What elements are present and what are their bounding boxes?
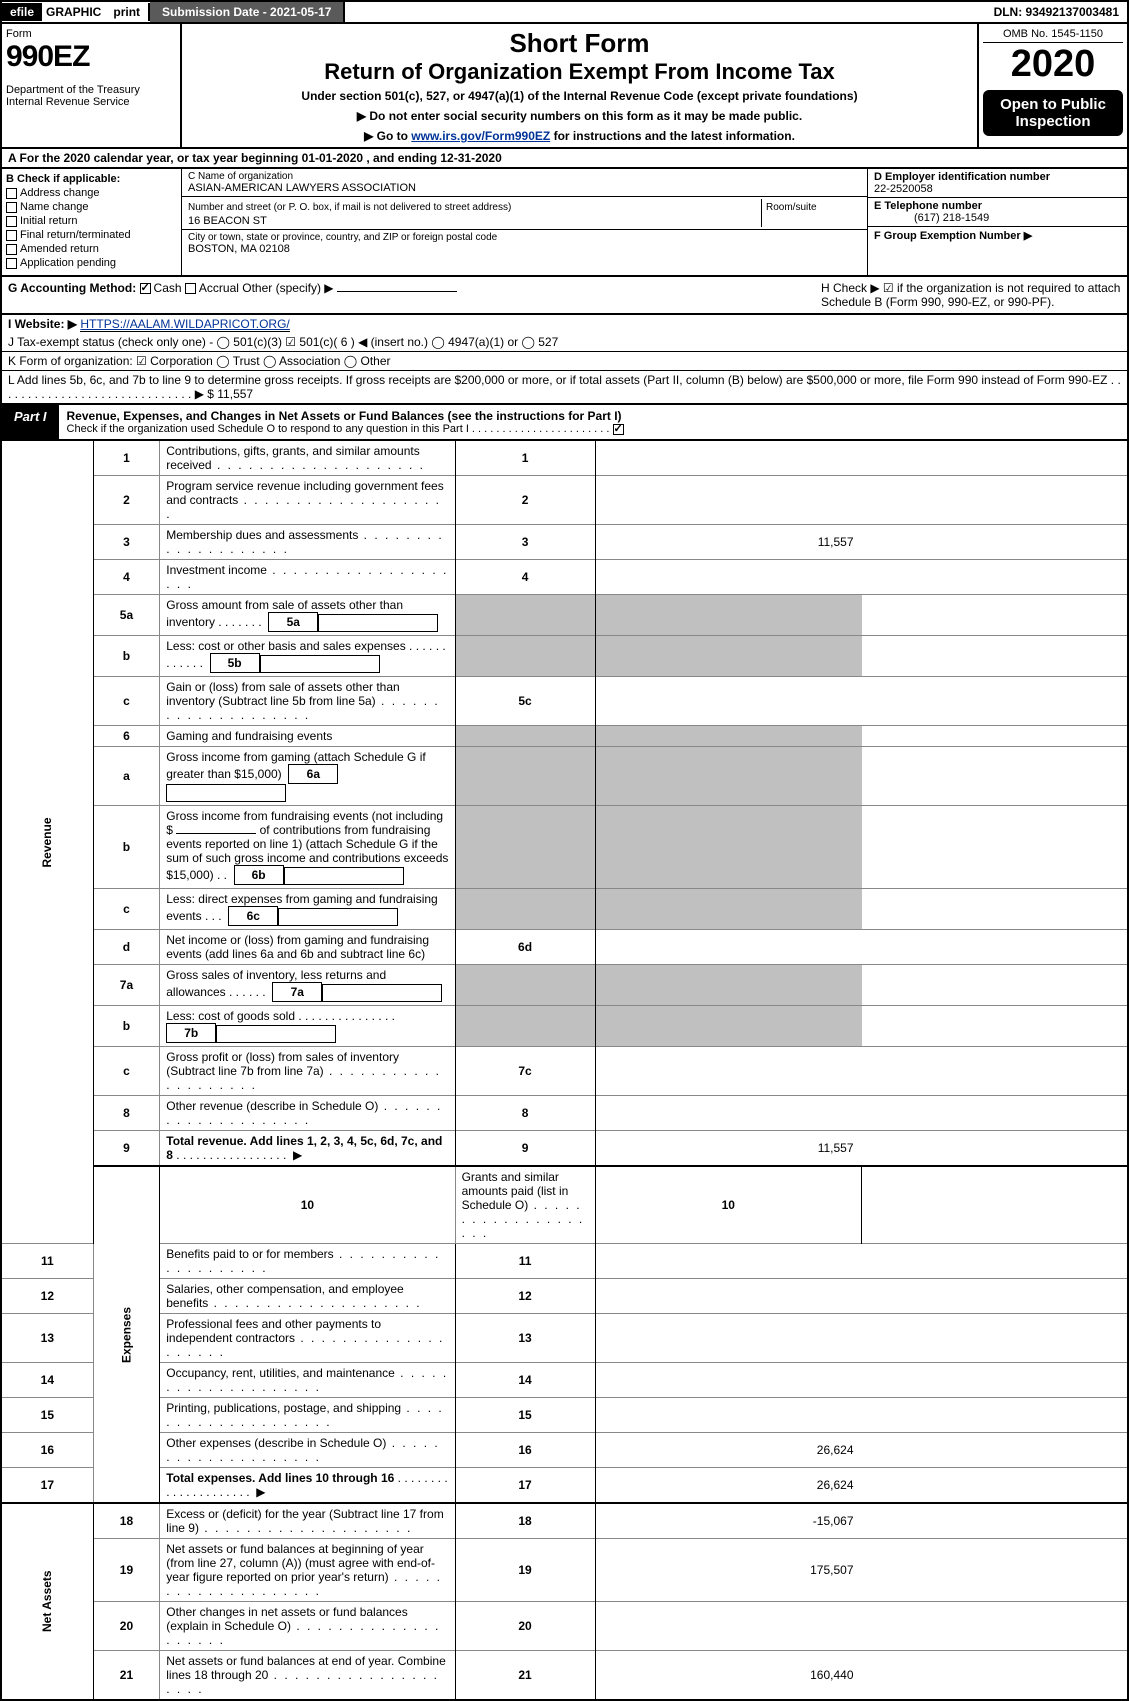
open-public: Open to Public Inspection	[983, 90, 1123, 136]
street-address: 16 BEACON ST	[188, 215, 267, 227]
section-h: H Check ▶ ☑ if the organization is not r…	[821, 281, 1121, 309]
info-grid: B Check if applicable: Address change Na…	[0, 169, 1129, 277]
short-form-title: Short Form	[190, 28, 969, 59]
form-header: Form 990EZ Department of the Treasury In…	[0, 24, 1129, 149]
line-21-value: 160,440	[595, 1651, 861, 1701]
row-k: K Form of organization: ☑ Corporation ◯ …	[0, 352, 1129, 371]
ssn-note: ▶ Do not enter social security numbers o…	[190, 109, 969, 123]
dept-label: Department of the Treasury	[6, 84, 176, 96]
app-pending-checkbox[interactable]	[6, 258, 17, 269]
efile-label: efile	[2, 3, 42, 21]
revenue-label: Revenue	[1, 441, 93, 1244]
section-c: C Name of organization ASIAN-AMERICAN LA…	[182, 169, 867, 275]
form-number: 990EZ	[6, 40, 176, 74]
print-button[interactable]: print	[105, 3, 150, 21]
dln-label: DLN: 93492137003481	[986, 3, 1127, 21]
section-b: B Check if applicable: Address change Na…	[2, 169, 182, 275]
addr-change-checkbox[interactable]	[6, 188, 17, 199]
cash-checkbox[interactable]	[140, 283, 151, 294]
section-f: F Group Exemption Number ▶	[868, 227, 1127, 244]
row-g-h: G Accounting Method: Cash Accrual Other …	[0, 277, 1129, 315]
part-1-table: Revenue 1Contributions, gifts, grants, a…	[0, 441, 1129, 1701]
submission-date: Submission Date - 2021-05-17	[150, 2, 345, 22]
omb-number: OMB No. 1545-1150	[983, 28, 1123, 43]
row-i: I Website: ▶ HTTPS://AALAM.WILDAPRICOT.O…	[0, 315, 1129, 333]
name-change-checkbox[interactable]	[6, 202, 17, 213]
goto-link[interactable]: ▶ Go to www.irs.gov/Form990EZ for instru…	[190, 129, 969, 143]
graphic-label: GRAPHIC	[42, 3, 105, 21]
section-d: D Employer identification number 22-2520…	[868, 169, 1127, 198]
line-19-value: 175,507	[595, 1539, 861, 1602]
schedule-o-checkbox[interactable]	[613, 424, 624, 435]
website-link[interactable]: HTTPS://AALAM.WILDAPRICOT.ORG/	[80, 317, 289, 332]
expenses-label: Expenses	[93, 1166, 160, 1503]
org-name: ASIAN-AMERICAN LAWYERS ASSOCIATION	[188, 182, 861, 194]
final-return-checkbox[interactable]	[6, 230, 17, 241]
irs-label: Internal Revenue Service	[6, 96, 176, 108]
section-e: E Telephone number (617) 218-1549	[868, 198, 1127, 227]
part-1-header: Part I Revenue, Expenses, and Changes in…	[0, 405, 1129, 441]
accrual-checkbox[interactable]	[185, 283, 196, 294]
line-3-value: 11,557	[595, 525, 861, 560]
ein: 22-2520058	[874, 183, 933, 195]
line-9-value: 11,557	[595, 1131, 861, 1167]
row-l: L Add lines 5b, 6c, and 7b to line 9 to …	[0, 371, 1129, 405]
amended-return-checkbox[interactable]	[6, 244, 17, 255]
phone: (617) 218-1549	[874, 212, 989, 224]
tax-year: 2020	[983, 43, 1123, 86]
top-bar: efile GRAPHIC print Submission Date - 20…	[0, 0, 1129, 24]
initial-return-checkbox[interactable]	[6, 216, 17, 227]
return-title: Return of Organization Exempt From Incom…	[190, 59, 969, 85]
subtitle: Under section 501(c), 527, or 4947(a)(1)…	[190, 89, 969, 103]
row-j: J Tax-exempt status (check only one) - ◯…	[0, 333, 1129, 352]
net-assets-label: Net Assets	[1, 1503, 93, 1700]
form-word: Form	[6, 28, 176, 40]
line-17-value: 26,624	[595, 1468, 861, 1504]
line-18-value: -15,067	[595, 1503, 861, 1539]
section-a: A For the 2020 calendar year, or tax yea…	[0, 149, 1129, 169]
line-16-value: 26,624	[595, 1433, 861, 1468]
city-state-zip: BOSTON, MA 02108	[188, 243, 861, 255]
